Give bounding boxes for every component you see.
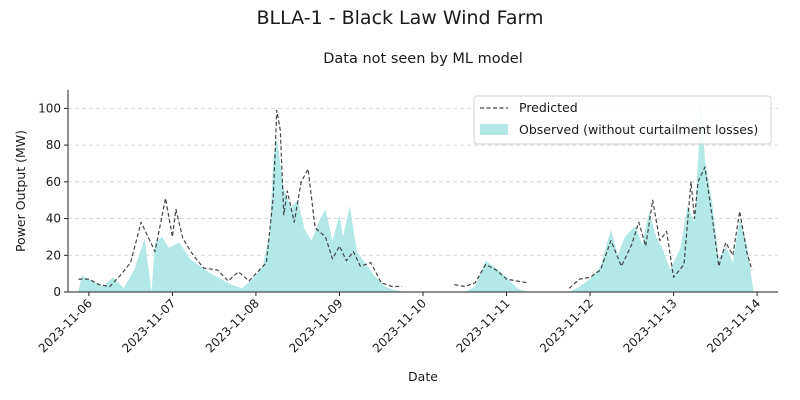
chart-title: BLLA-1 - Black Law Wind Farm [257,7,544,29]
y-tick-label: 0 [53,285,61,299]
y-tick-label: 100 [38,101,61,115]
x-tick-label: 2023-11-13 [620,296,679,355]
legend-observed-swatch [480,124,508,135]
y-tick-label: 20 [46,248,61,262]
observed-area [78,101,754,292]
x-tick-label: 2023-11-10 [370,296,429,355]
y-tick-label: 60 [46,175,61,189]
x-tick-label: 2023-11-14 [704,296,763,355]
chart-subtitle: Data not seen by ML model [323,51,523,67]
legend-observed-label: Observed (without curtailment losses) [519,122,758,137]
legend-box [473,95,772,145]
y-tick-label: 40 [46,212,61,226]
predicted-line-layer [78,109,753,289]
x-tick-label: 2023-11-09 [286,296,345,355]
observed-area-layer [78,101,754,292]
x-tick-label: 2023-11-12 [537,296,596,355]
predicted-line [78,109,753,289]
x-tick-label: 2023-11-08 [203,296,262,355]
legend: Predicted Observed (without curtailment … [473,95,772,145]
x-axis-label: Date [408,369,438,384]
x-tick-label: 2023-11-06 [36,296,95,355]
x-tick-label: 2023-11-11 [453,296,512,355]
y-axis-label: Power Output (MW) [13,130,28,252]
legend-predicted-label: Predicted [519,100,578,115]
y-tick-label: 80 [46,138,61,152]
x-tick-label: 2023-11-07 [119,296,178,355]
